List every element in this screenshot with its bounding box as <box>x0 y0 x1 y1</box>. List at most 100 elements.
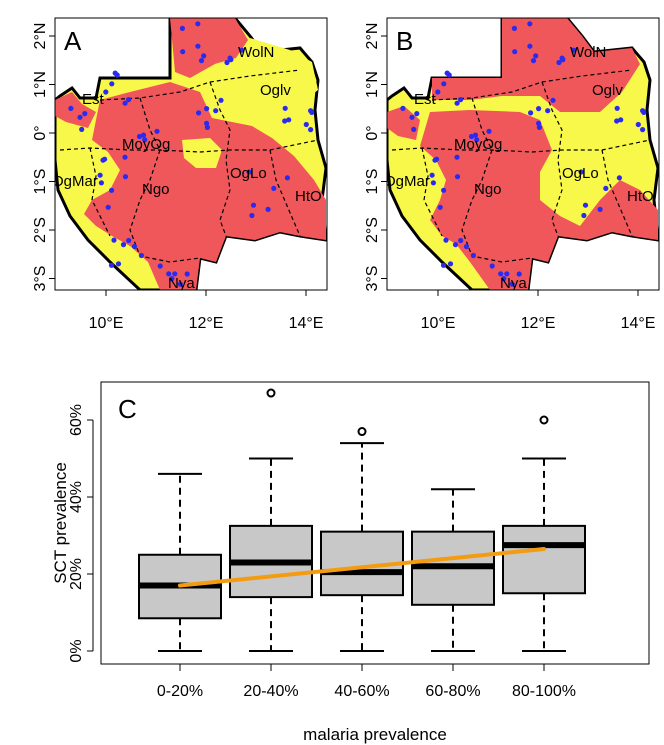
outlier <box>539 415 549 425</box>
sample-point <box>109 187 115 193</box>
sample-point <box>122 174 129 180</box>
sample-point <box>528 110 534 116</box>
sample-point <box>112 70 118 76</box>
high-area <box>182 138 222 168</box>
sample-point <box>454 174 461 180</box>
lon-axis-b: 10°E 12°E 14°E <box>421 290 655 332</box>
y-tick-label: 60% <box>68 404 85 436</box>
sample-point <box>265 206 271 212</box>
sample-point <box>635 121 641 128</box>
sample-point <box>239 47 245 53</box>
lon-tick-label: 14°E <box>289 315 324 332</box>
sample-point <box>195 43 201 49</box>
sample-point <box>560 57 566 63</box>
lat-tick-label: 3°S <box>32 266 49 292</box>
sample-point <box>82 111 88 117</box>
province-boundaries <box>391 69 651 263</box>
sample-point <box>550 97 556 103</box>
sample-point <box>103 89 109 95</box>
lat-tick-label: 2°N <box>364 23 381 50</box>
sample-point <box>411 126 417 132</box>
lat-tick-label: 1°N <box>364 71 381 98</box>
region-label: MoyOg <box>122 136 170 153</box>
map-panel-b: WolN Est Oglv MoyOg OgMar Ngo OgLo HtO N… <box>387 18 659 290</box>
map-frame-b <box>386 17 660 291</box>
high-area <box>170 18 248 78</box>
province-boundaries <box>59 69 319 263</box>
region-label: WolN <box>570 44 606 61</box>
sample-point <box>603 185 609 191</box>
high-area <box>55 92 96 128</box>
trend-line <box>178 546 546 588</box>
sample-point <box>530 58 537 64</box>
sample-point <box>122 100 128 106</box>
sample-point <box>120 242 127 248</box>
sample-point <box>516 271 522 277</box>
sample-point <box>414 111 420 117</box>
sample-point <box>614 118 620 124</box>
sample-point <box>454 154 460 160</box>
sample-point <box>400 105 406 111</box>
sample-point <box>578 169 584 175</box>
sample-point <box>440 262 447 268</box>
y-tick-label: 40% <box>68 481 85 513</box>
sample-point <box>640 127 646 133</box>
sample-point <box>437 204 443 210</box>
sample-point <box>441 81 447 87</box>
y-tick-label: 20% <box>68 558 85 590</box>
region-label: MoyOg <box>454 136 502 153</box>
sample-point <box>536 120 542 126</box>
panel-label-a: A <box>64 26 82 56</box>
sample-point <box>77 114 83 120</box>
sample-point <box>536 124 543 130</box>
sample-point <box>443 237 449 243</box>
sample-point <box>512 49 518 55</box>
sample-point <box>308 108 314 114</box>
sample-point <box>102 156 108 162</box>
sample-point <box>224 59 230 66</box>
sample-point <box>108 262 115 268</box>
sample-point <box>204 120 210 126</box>
lat-tick-label: 3°S <box>364 266 381 292</box>
sample-point <box>545 108 551 114</box>
outlier <box>357 427 367 437</box>
sample-point <box>308 127 314 133</box>
sample-point <box>434 156 440 162</box>
sample-point <box>142 137 148 143</box>
region-label: Nya <box>168 275 195 292</box>
region-label: Oglv <box>592 82 623 99</box>
region-label: WolN <box>238 44 274 61</box>
sample-point <box>501 276 507 282</box>
sample-point <box>98 180 104 186</box>
sample-point <box>97 172 103 178</box>
sample-point <box>198 58 205 64</box>
high-area <box>432 18 640 112</box>
sample-point <box>250 202 257 208</box>
lon-axis-a: 10°E 12°E 14°E <box>89 290 324 332</box>
sample-point <box>597 206 603 212</box>
panel-label-b: B <box>396 26 413 56</box>
sample-point <box>409 114 415 120</box>
sample-point <box>616 175 623 181</box>
sample-point <box>196 110 202 116</box>
lat-tick-label: 1°N <box>32 71 49 98</box>
region-label: Est <box>82 91 105 108</box>
sample-point <box>486 128 492 134</box>
region-label: HtO <box>627 188 654 205</box>
boxplot-panel: C 0% 20% 40% 60% 0-20% 20-40% 40-60% 60-80% 80-… <box>51 381 650 744</box>
lat-tick-label: 1°S <box>32 169 49 195</box>
sample-point <box>140 132 147 138</box>
sample-point <box>111 237 117 243</box>
sample-point <box>533 53 539 59</box>
sample-point <box>618 117 624 123</box>
sample-point <box>472 132 479 138</box>
sample-point <box>447 261 454 267</box>
sample-point <box>527 21 533 27</box>
region-label: Oglv <box>260 82 291 99</box>
high-area <box>576 112 610 160</box>
region-label: OgLo <box>562 165 599 182</box>
sample-point <box>511 25 517 31</box>
sample-point <box>177 281 183 287</box>
y-tick-label: 0% <box>68 639 85 662</box>
sample-point <box>166 271 172 277</box>
